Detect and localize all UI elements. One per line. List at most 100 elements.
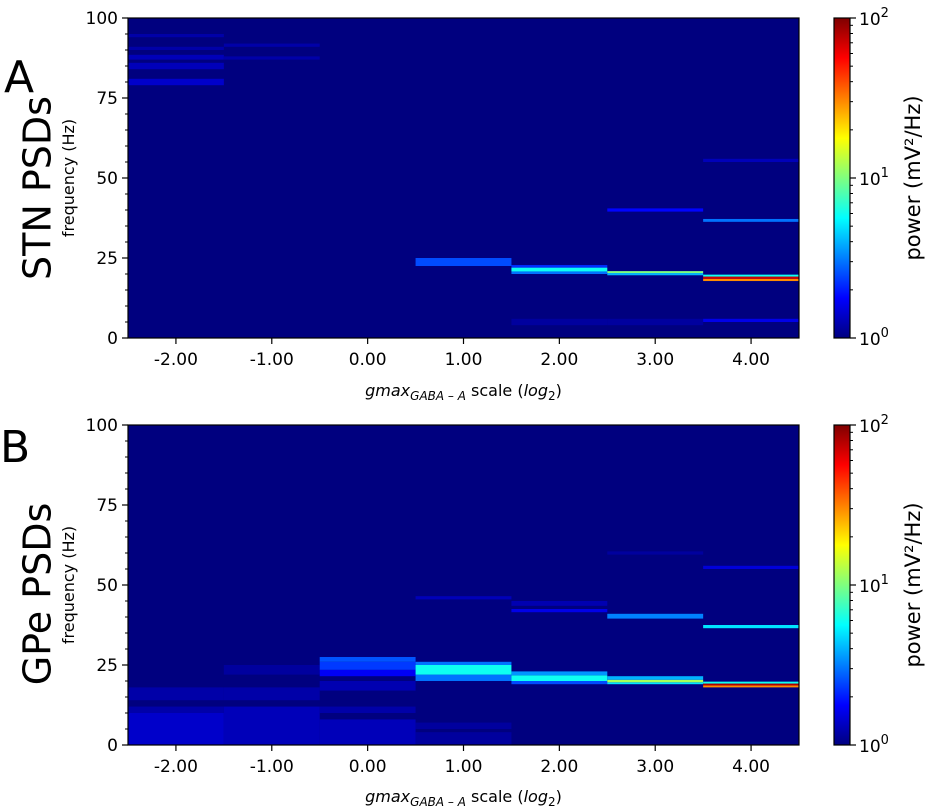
y-tick-label: 25 xyxy=(96,249,118,269)
heatmap-band xyxy=(319,681,416,691)
x-tick-label: 0.00 xyxy=(349,350,387,370)
heatmap-band xyxy=(415,661,512,665)
heatmap-band xyxy=(511,267,608,272)
y-axis-label: frequency (Hz) xyxy=(59,119,78,237)
x-tick-label: 3.00 xyxy=(636,757,674,777)
colorbar-label: power (mV²/Hz) xyxy=(901,95,925,260)
heatmap-band xyxy=(128,713,224,745)
colorbar xyxy=(833,424,851,746)
heatmap-band xyxy=(511,271,608,274)
heatmap-band xyxy=(607,613,704,619)
x-tick-label: 4.00 xyxy=(732,350,770,370)
colorbar-tick-label: 100 xyxy=(859,733,889,757)
x-tick-label: 1.00 xyxy=(445,757,483,777)
heatmap-band xyxy=(511,675,608,681)
colorbar-label: power (mV²/Hz) xyxy=(901,502,925,667)
colorbar-tick-label: 102 xyxy=(859,6,889,30)
heatmap-band xyxy=(128,62,224,70)
heatmap-band xyxy=(319,706,416,713)
heatmap-band xyxy=(607,676,704,680)
heatmap-band xyxy=(511,609,608,613)
heatmap-band xyxy=(128,46,224,50)
colorbar-tick-label: 102 xyxy=(859,413,889,437)
heatmap-band xyxy=(128,54,224,60)
x-tick-label: 3.00 xyxy=(636,350,674,370)
heatmap-band xyxy=(607,318,704,326)
y-tick-label: 100 xyxy=(86,9,118,29)
heatmap-band xyxy=(319,657,416,662)
heatmap-band xyxy=(128,34,224,38)
heatmap-band xyxy=(703,274,799,277)
heatmap-band xyxy=(511,318,608,326)
heatmap-band xyxy=(511,681,608,685)
panel-title: STN PSDs xyxy=(16,96,60,280)
heatmap-band xyxy=(415,258,512,266)
heatmap-band xyxy=(607,679,704,683)
x-tick-label: 0.00 xyxy=(349,757,387,777)
y-tick-label: 25 xyxy=(96,656,118,676)
heatmap-band xyxy=(128,78,224,86)
x-tick-label: -2.00 xyxy=(154,757,198,777)
heatmap-band xyxy=(319,669,416,677)
y-tick-label: 75 xyxy=(96,496,118,516)
x-axis-label: gmaxGABA – A scale (log2) xyxy=(365,381,562,403)
heatmap-band xyxy=(319,719,416,745)
heatmap-band xyxy=(703,625,799,629)
heatmap-band xyxy=(703,685,799,688)
panel-letter: A xyxy=(4,52,34,103)
heatmap-band xyxy=(415,596,512,600)
x-tick-label: 2.00 xyxy=(540,757,578,777)
heatmap-band xyxy=(223,687,320,701)
x-tick-label: 4.00 xyxy=(732,757,770,777)
heatmap-band xyxy=(703,318,799,322)
heatmap-background xyxy=(128,18,799,338)
heatmap-band xyxy=(128,687,224,701)
y-tick-label: 75 xyxy=(96,89,118,109)
y-tick-label: 50 xyxy=(96,169,118,189)
heatmap-band xyxy=(607,682,704,685)
colorbar-tick-label: 101 xyxy=(859,166,889,190)
x-tick-label: -1.00 xyxy=(250,757,294,777)
heatmap-band xyxy=(511,601,608,606)
heatmap-band xyxy=(703,278,799,282)
heatmap-band xyxy=(607,208,704,212)
heatmap-band xyxy=(223,665,320,675)
heatmap-band xyxy=(415,722,512,729)
x-axis-label: gmaxGABA – A scale (log2) xyxy=(365,787,562,807)
heatmap-band xyxy=(703,683,799,686)
heatmap-band xyxy=(415,674,512,681)
y-tick-label: 0 xyxy=(107,329,118,349)
heatmap-band xyxy=(703,276,799,279)
heatmap-band xyxy=(223,56,320,60)
panel-letter: B xyxy=(0,422,30,473)
x-tick-label: 2.00 xyxy=(540,350,578,370)
y-tick-label: 50 xyxy=(96,576,118,596)
colorbar-tick-label: 100 xyxy=(859,326,889,350)
heatmap-band xyxy=(223,43,320,47)
heatmap-band xyxy=(703,158,799,162)
heatmap-band xyxy=(415,665,512,675)
panel-b: -2.00 -1.00 0.00 1.00 2.00 3.00 4.00 0 25 50 75 100… xyxy=(0,413,925,807)
x-tick-label: -2.00 xyxy=(154,350,198,370)
heatmap-band xyxy=(511,671,608,676)
panel-a: -2.00 -1.00 0.00 1.00 2.00 3.00 4.00 0 25 50 75 100… xyxy=(4,6,925,403)
heatmap-band xyxy=(703,565,799,569)
panel-title: GPe PSDs xyxy=(16,503,60,686)
heatmap-band xyxy=(511,265,608,268)
heatmap-band xyxy=(223,706,320,745)
heatmap-band xyxy=(607,271,704,274)
heatmap-band xyxy=(128,706,224,713)
colorbar-tick-label: 101 xyxy=(859,573,889,597)
x-tick-label: 1.00 xyxy=(445,350,483,370)
x-tick-label: -1.00 xyxy=(250,350,294,370)
y-tick-label: 0 xyxy=(107,736,118,756)
heatmap-band xyxy=(703,681,799,684)
y-tick-label: 100 xyxy=(86,416,118,436)
heatmap-band xyxy=(607,551,704,555)
heatmap-band xyxy=(607,273,704,276)
colorbar xyxy=(833,17,851,339)
heatmap-band xyxy=(703,218,799,222)
heatmap-band xyxy=(319,661,416,670)
y-axis-label: frequency (Hz) xyxy=(59,526,78,644)
